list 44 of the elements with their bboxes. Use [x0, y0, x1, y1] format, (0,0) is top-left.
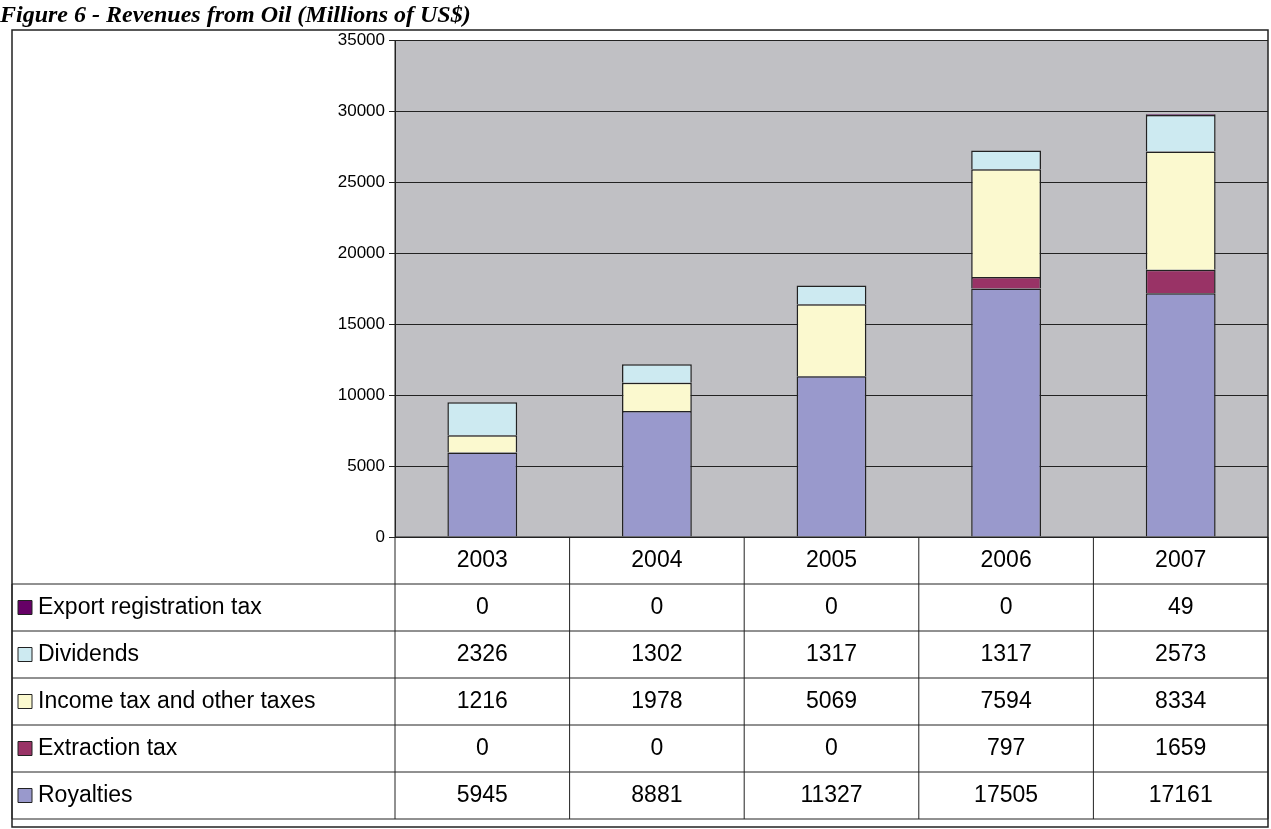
x-tick-label: 2007	[1155, 545, 1207, 572]
y-tick-label: 30000	[337, 100, 385, 120]
data-label: 0	[650, 592, 664, 619]
legend-label: Dividends	[38, 639, 139, 666]
data-label: 2326	[456, 639, 508, 666]
data-label: 797	[986, 733, 1026, 760]
data-label: 17161	[1148, 780, 1213, 807]
legend-label: Income tax and other taxes	[38, 686, 316, 713]
data-label: 5069	[805, 686, 858, 713]
data-label: 0	[475, 733, 489, 760]
y-tick-label: 20000	[337, 242, 385, 262]
legend-label: Export registration tax	[38, 592, 263, 619]
data-label: 1978	[631, 686, 683, 713]
data-label: 0	[999, 592, 1013, 619]
data-label: 1302	[631, 639, 683, 666]
y-tick-label: 5000	[347, 455, 385, 475]
chart-title: Figure 6 - Revenues from Oil (Millions of US$)	[0, 1, 471, 27]
data-label: 11327	[800, 780, 863, 807]
data-label: 2573	[1155, 639, 1207, 666]
data-label: 0	[825, 592, 838, 619]
data-label: 7594	[980, 686, 1032, 713]
data-label: 0	[475, 592, 489, 619]
legend-label: Extraction tax	[38, 733, 178, 760]
data-label: 0	[650, 733, 664, 760]
data-label: 1317	[805, 639, 858, 666]
x-tick-label: 2005	[805, 545, 858, 572]
x-tick-label: 2003	[456, 545, 508, 572]
legend-label: Royalties	[38, 780, 133, 807]
x-tick-label: 2004	[631, 545, 683, 572]
x-tick-label: 2006	[980, 545, 1032, 572]
y-tick-label: 35000	[337, 29, 385, 49]
data-label: 17505	[974, 780, 1039, 807]
y-tick-label: 15000	[337, 313, 385, 333]
data-label: 5945	[456, 780, 508, 807]
y-tick-label: 10000	[337, 384, 385, 404]
data-label: 0	[825, 733, 838, 760]
data-label: 1317	[980, 639, 1032, 666]
data-label: 1216	[456, 686, 508, 713]
data-label: 1659	[1155, 733, 1207, 760]
y-tick-label: 25000	[337, 171, 385, 191]
data-label: 49	[1167, 592, 1194, 619]
y-tick-label: 0	[375, 526, 385, 546]
data-label: 8881	[631, 780, 683, 807]
data-label: 8334	[1155, 686, 1207, 713]
